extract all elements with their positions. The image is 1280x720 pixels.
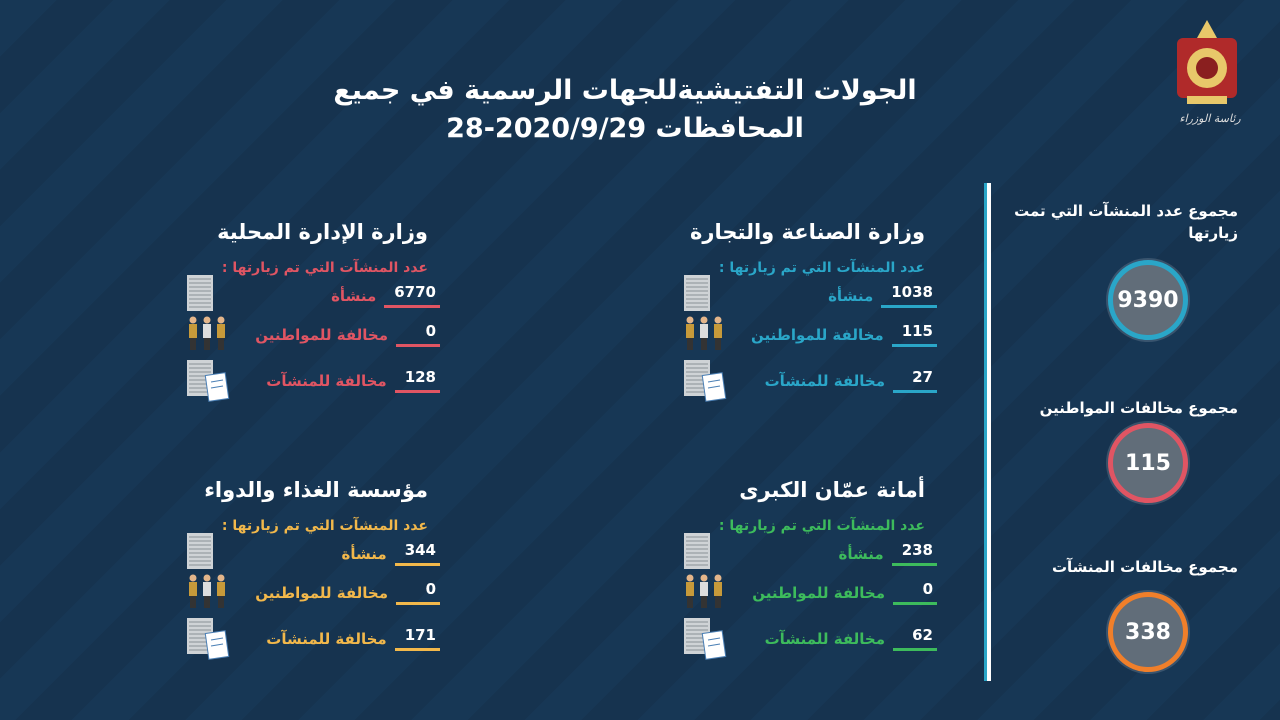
stat-row: 1038 منشأة xyxy=(828,283,937,308)
summary-value: 9390 xyxy=(1108,260,1188,340)
panel-subtitle: عدد المنشآت التي تم زيارتها : xyxy=(718,518,925,534)
stat-value: 0 xyxy=(396,580,440,605)
panel-subtitle: عدد المنشآت التي تم زيارتها : xyxy=(221,260,428,276)
panel-name: وزارة الصناعة والتجارة xyxy=(690,220,925,244)
panel-name: أمانة عمّان الكبرى xyxy=(739,478,925,502)
stat-label: منشأة xyxy=(828,286,874,305)
stat-label: مخالفة للمنشآت xyxy=(266,629,387,648)
stat-row: 0 مخالفة للمواطنين xyxy=(255,580,440,605)
stat-label: مخالفة للمواطنين xyxy=(255,325,388,344)
stat-value: 27 xyxy=(893,368,937,393)
doc-icon xyxy=(684,618,727,660)
logo-caption: رئاسة الوزراء xyxy=(1179,112,1241,125)
summary-value: 115 xyxy=(1108,423,1188,503)
title-line: المحافظات 2020/9/29-28 xyxy=(446,113,804,144)
stat-row: 0 مخالفة للمواطنين xyxy=(752,580,937,605)
stat-label: منشأة xyxy=(341,544,387,563)
stat-value: 128 xyxy=(394,368,440,393)
panel-name: وزارة الإدارة المحلية xyxy=(217,220,428,244)
people-icon xyxy=(189,574,225,608)
title: الجولات التفتيشيةللجهات الرسمية في جميع … xyxy=(305,72,945,148)
building-icon xyxy=(187,275,213,311)
stat-row: 6770 منشأة xyxy=(331,283,440,308)
stat-value: 0 xyxy=(893,580,937,605)
building-icon xyxy=(684,533,710,569)
stat-value: 6770 xyxy=(384,283,440,308)
stat-value: 62 xyxy=(893,626,937,651)
stat-value: 0 xyxy=(396,322,440,347)
title-line: الجولات التفتيشيةللجهات الرسمية في جميع xyxy=(333,75,917,106)
stat-value: 115 xyxy=(891,322,937,347)
doc-icon xyxy=(187,618,230,660)
panel-name: مؤسسة الغذاء والدواء xyxy=(204,478,428,502)
stat-value: 344 xyxy=(394,541,440,566)
stat-row: 238 منشأة xyxy=(839,541,937,566)
panel-subtitle: عدد المنشآت التي تم زيارتها : xyxy=(221,518,428,534)
people-icon xyxy=(686,316,722,350)
panel-subtitle: عدد المنشآت التي تم زيارتها : xyxy=(718,260,925,276)
stat-label: منشأة xyxy=(331,286,377,305)
stat-row: 27 مخالفة للمنشآت xyxy=(765,368,937,393)
stat-row: 0 مخالفة للمواطنين xyxy=(255,322,440,347)
doc-icon xyxy=(187,360,230,402)
stat-label: مخالفة للمنشآت xyxy=(764,629,885,648)
stat-row: 344 منشأة xyxy=(342,541,440,566)
doc-icon xyxy=(684,360,727,402)
stat-row: 171 مخالفة للمنشآت xyxy=(266,626,440,651)
stat-label: مخالفة للمواطنين xyxy=(255,583,388,602)
stat-value: 238 xyxy=(891,541,937,566)
stat-label: مخالفة للمنشآت xyxy=(266,371,387,390)
stat-row: 115 مخالفة للمواطنين xyxy=(751,322,937,347)
emblem xyxy=(1177,20,1237,104)
stat-label: مخالفة للمواطنين xyxy=(750,325,884,344)
people-icon xyxy=(686,574,722,608)
stat-value: 171 xyxy=(394,626,440,651)
stat-row: 62 مخالفة للمنشآت xyxy=(765,626,937,651)
summary-label: مجموع مخالفات المنشآت xyxy=(1051,558,1238,576)
summary-value: 338 xyxy=(1108,592,1188,672)
stat-row: 128 مخالفة للمنشآت xyxy=(266,368,440,393)
building-icon xyxy=(187,533,213,569)
building-icon xyxy=(684,275,710,311)
stat-value: 1038 xyxy=(881,283,937,308)
stat-label: مخالفة للمنشآت xyxy=(764,371,885,390)
stat-label: مخالفة للمواطنين xyxy=(752,583,885,602)
stat-label: منشأة xyxy=(838,544,884,563)
people-icon xyxy=(189,316,225,350)
divider xyxy=(984,183,991,681)
summary-label: مجموع عدد المنشآت التي تمت زيارتها xyxy=(1014,202,1238,242)
summary-label: مجموع مخالفات المواطنين xyxy=(1039,399,1238,417)
